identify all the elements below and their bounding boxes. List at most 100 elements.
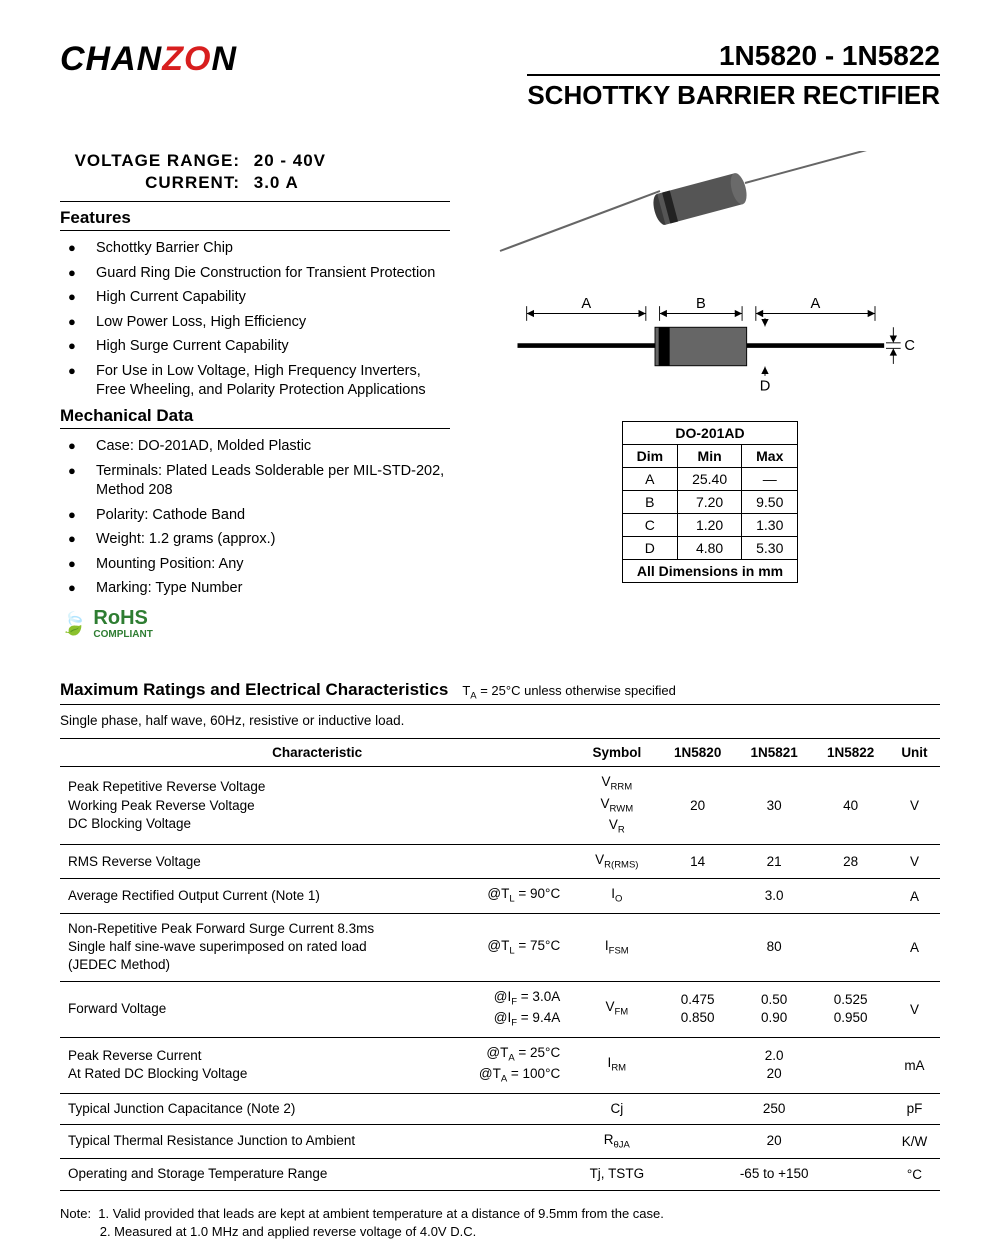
table-row: B7.209.50 (622, 491, 798, 514)
symbol-cell: Cj (574, 1093, 659, 1124)
list-item: Polarity: Cathode Band (68, 506, 450, 526)
unit-cell: A (889, 879, 940, 914)
dim-cell: 7.20 (678, 491, 742, 514)
footnote-line: 2. Measured at 1.0 MHz and applied rever… (60, 1223, 940, 1242)
cond-cell (449, 1159, 574, 1190)
char-cell: Non-Repetitive Peak Forward Surge Curren… (60, 913, 449, 981)
value-cell: 2.020 (659, 1037, 888, 1093)
table-row: Typical Thermal Resistance Junction to A… (60, 1124, 940, 1159)
unit-cell: V (889, 767, 940, 845)
list-item: Mounting Position: Any (68, 555, 450, 575)
voltage-label: VOLTAGE RANGE: (60, 151, 240, 171)
dim-cell: D (622, 537, 677, 560)
value-cell: 250 (659, 1093, 888, 1124)
dim-cell: 4.80 (678, 537, 742, 560)
symbol-cell: VR(RMS) (574, 844, 659, 879)
list-item: Terminals: Plated Leads Solderable per M… (68, 462, 450, 501)
list-item: Case: DO-201AD, Molded Plastic (68, 437, 450, 457)
unit-cell: A (889, 913, 940, 981)
table-row: RMS Reverse VoltageVR(RMS)142128V (60, 844, 940, 879)
char-cell: Typical Junction Capacitance (Note 2) (60, 1093, 449, 1124)
part-range: 1N5820 - 1N5822 (527, 40, 940, 76)
list-item: Weight: 1.2 grams (approx.) (68, 530, 450, 550)
left-column: VOLTAGE RANGE: 20 - 40V CURRENT: 3.0 A F… (60, 151, 450, 640)
subtitle: SCHOTTKY BARRIER RECTIFIER (527, 80, 940, 111)
cond-cell: @TL = 90°C (449, 879, 574, 914)
dim-footer: All Dimensions in mm (622, 560, 798, 583)
char-cell: Operating and Storage Temperature Range (60, 1159, 449, 1190)
symbol-cell: Tj, TSTG (574, 1159, 659, 1190)
value-cell: 28 (812, 844, 888, 879)
cond-cell: @TL = 75°C (449, 913, 574, 981)
value-cell: 20 (659, 1124, 888, 1159)
col-header: 1N5820 (659, 739, 735, 767)
unit-cell: K/W (889, 1124, 940, 1159)
logo-part2: ZO (162, 40, 211, 78)
dim-table-title: DO-201AD (622, 422, 798, 445)
dim-col-header: Dim (622, 445, 677, 468)
table-row: Forward Voltage@IF = 3.0A@IF = 9.4AVFM0.… (60, 981, 940, 1037)
char-cell: Typical Thermal Resistance Junction to A… (60, 1124, 449, 1159)
unit-cell: V (889, 844, 940, 879)
char-cell: Average Rectified Output Current (Note 1… (60, 879, 449, 914)
rohs-badge: 🍃 RoHS COMPLIANT (60, 609, 450, 640)
header: CHANZON 1N5820 - 1N5822 SCHOTTKY BARRIER… (60, 40, 940, 111)
value-cell: -65 to +150 (659, 1159, 888, 1190)
value-cell: 14 (659, 844, 735, 879)
characteristics-table: CharacteristicSymbol1N58201N58211N5822Un… (60, 738, 940, 1190)
value-cell: 20 (659, 767, 735, 845)
list-item: Schottky Barrier Chip (68, 239, 450, 259)
rohs-text1: RoHS (93, 607, 147, 629)
dim-cell: 1.30 (742, 514, 798, 537)
list-item: High Surge Current Capability (68, 337, 450, 357)
table-row: Typical Junction Capacitance (Note 2) Cj2… (60, 1093, 940, 1124)
voltage-value: 20 - 40V (254, 151, 326, 170)
dim-b-label: B (696, 296, 706, 312)
cond-cell: @TA = 25°C@TA = 100°C (449, 1037, 574, 1093)
dim-a2-label: A (811, 296, 821, 312)
list-item: Guard Ring Die Construction for Transien… (68, 264, 450, 284)
mechanical-list: Case: DO-201AD, Molded Plastic Terminals:… (60, 437, 450, 599)
value-cell: 40 (812, 767, 888, 845)
ratings-condition: TA = 25°C unless otherwise specified (462, 683, 676, 702)
logo-part1: CHAN (60, 40, 162, 78)
list-item: Marking: Type Number (68, 579, 450, 599)
cond-cell (449, 1124, 574, 1159)
table-row: Average Rectified Output Current (Note 1… (60, 879, 940, 914)
col-header: Unit (889, 739, 940, 767)
value-cell: 0.500.90 (736, 981, 812, 1037)
features-heading: Features (60, 208, 450, 231)
char-cell: RMS Reverse Voltage (60, 844, 449, 879)
dim-cell: B (622, 491, 677, 514)
unit-cell: °C (889, 1159, 940, 1190)
unit-cell: mA (889, 1037, 940, 1093)
leaf-icon: 🍃 (60, 611, 87, 637)
current-line: CURRENT: 3.0 A (60, 173, 450, 193)
ratings-heading: Maximum Ratings and Electrical Character… (60, 680, 940, 706)
cond-cell (449, 844, 574, 879)
unit-cell: pF (889, 1093, 940, 1124)
value-cell: 3.0 (659, 879, 888, 914)
dim-col-header: Max (742, 445, 798, 468)
title-block: 1N5820 - 1N5822 SCHOTTKY BARRIER RECTIFI… (527, 40, 940, 111)
dim-a-label: A (581, 296, 591, 312)
ratings-section: Maximum Ratings and Electrical Character… (60, 680, 940, 1242)
dim-cell: 1.20 (678, 514, 742, 537)
right-column: A B A C D DO-201ADDimMinMaxA25.40—B7.209… (480, 151, 940, 640)
dim-cell: A (622, 468, 677, 491)
ratings-note: Single phase, half wave, 60Hz, resistive… (60, 713, 940, 728)
dimension-drawing: A B A C D (480, 286, 940, 396)
dim-cell: C (622, 514, 677, 537)
voltage-line: VOLTAGE RANGE: 20 - 40V (60, 151, 450, 171)
list-item: High Current Capability (68, 288, 450, 308)
brand-logo: CHANZON (60, 40, 237, 79)
dim-c-label: C (904, 338, 915, 354)
list-item: Low Power Loss, High Efficiency (68, 313, 450, 333)
table-row: Non-Repetitive Peak Forward Surge Curren… (60, 913, 940, 981)
value-cell: 80 (659, 913, 888, 981)
col-characteristic: Characteristic (60, 739, 574, 767)
cond-cell (449, 767, 574, 845)
symbol-cell: RθJA (574, 1124, 659, 1159)
dim-cell: — (742, 468, 798, 491)
symbol-cell: IFSM (574, 913, 659, 981)
